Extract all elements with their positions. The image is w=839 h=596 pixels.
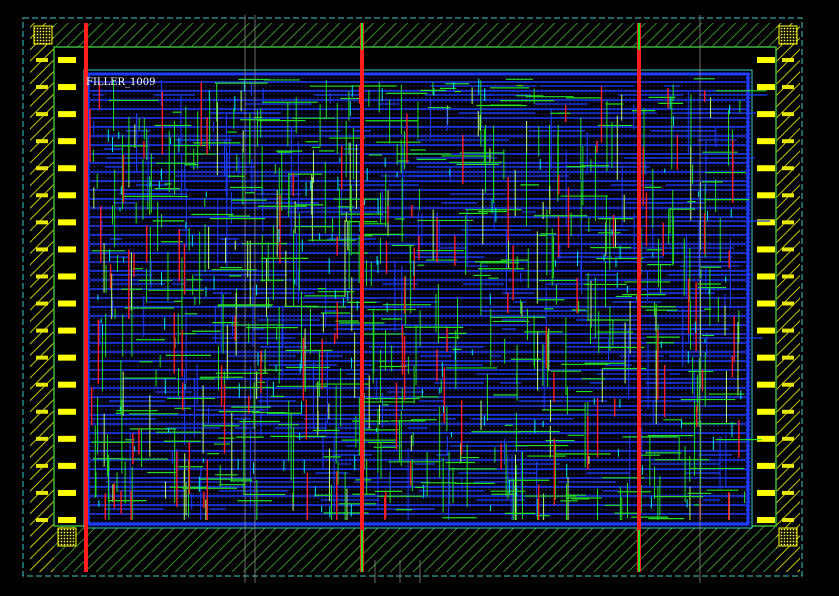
cell-instance-label: FILLER_1009 bbox=[86, 77, 155, 88]
left-pad-column bbox=[36, 57, 76, 523]
io-pad[interactable] bbox=[58, 517, 76, 523]
pad-stub bbox=[782, 409, 794, 414]
pad-stub bbox=[782, 382, 794, 387]
pad-stub bbox=[36, 220, 48, 225]
metal2-horizontal-routing bbox=[91, 78, 767, 520]
pad-stub bbox=[782, 112, 794, 117]
io-pad[interactable] bbox=[757, 517, 775, 523]
pad-stub bbox=[782, 193, 794, 198]
pad-stub bbox=[782, 355, 794, 360]
pad-stub bbox=[782, 463, 794, 468]
io-pad[interactable] bbox=[757, 327, 775, 334]
power-stripe bbox=[637, 23, 641, 572]
power-stripes bbox=[84, 23, 641, 572]
io-pad[interactable] bbox=[757, 57, 775, 63]
io-pad[interactable] bbox=[757, 408, 775, 415]
io-pad[interactable] bbox=[757, 381, 775, 388]
io-pad[interactable] bbox=[58, 354, 76, 361]
io-pad[interactable] bbox=[757, 138, 775, 145]
pad-stub bbox=[36, 193, 48, 198]
pad-stub bbox=[36, 436, 48, 441]
pad-stub bbox=[782, 301, 794, 306]
corner-pads bbox=[33, 25, 798, 547]
io-pad[interactable] bbox=[757, 246, 775, 253]
pad-stub bbox=[782, 58, 794, 62]
io-pad[interactable] bbox=[757, 219, 775, 226]
io-pad[interactable] bbox=[757, 462, 775, 469]
pad-stub bbox=[782, 274, 794, 279]
io-pad[interactable] bbox=[58, 84, 76, 91]
pad-stub bbox=[36, 301, 48, 306]
io-pad[interactable] bbox=[58, 138, 76, 145]
pad-stub bbox=[782, 85, 794, 90]
io-pad[interactable] bbox=[757, 84, 775, 91]
pad-stub bbox=[782, 490, 794, 495]
io-pad[interactable] bbox=[58, 192, 76, 199]
io-pad[interactable] bbox=[58, 273, 76, 280]
pad-stub bbox=[36, 247, 48, 252]
pad-stub bbox=[782, 518, 794, 522]
pad-stub bbox=[36, 85, 48, 90]
io-pad[interactable] bbox=[58, 462, 76, 469]
io-pad[interactable] bbox=[757, 354, 775, 361]
pad-stub bbox=[782, 328, 794, 333]
power-stripe bbox=[360, 23, 364, 572]
pad-stub bbox=[36, 382, 48, 387]
io-pad[interactable] bbox=[757, 111, 775, 118]
pad-stub bbox=[782, 166, 794, 171]
pad-stub bbox=[36, 518, 48, 522]
io-pad[interactable] bbox=[58, 111, 76, 118]
pad-stub bbox=[36, 58, 48, 62]
pad-stub bbox=[36, 409, 48, 414]
io-pad[interactable] bbox=[58, 300, 76, 307]
io-pad[interactable] bbox=[757, 192, 775, 199]
io-pad[interactable] bbox=[757, 489, 775, 496]
io-pad[interactable] bbox=[757, 165, 775, 172]
pad-stub bbox=[36, 274, 48, 279]
io-pad[interactable] bbox=[757, 300, 775, 307]
io-pad[interactable] bbox=[58, 435, 76, 442]
cell-outlines bbox=[244, 15, 701, 583]
pad-stub bbox=[782, 220, 794, 225]
die-boundary bbox=[22, 17, 803, 577]
power-stripe bbox=[84, 23, 88, 572]
io-pad[interactable] bbox=[58, 57, 76, 63]
pad-stub bbox=[36, 112, 48, 117]
pad-stub bbox=[36, 139, 48, 144]
pad-stub bbox=[36, 463, 48, 468]
pad-stub bbox=[782, 139, 794, 144]
io-pad[interactable] bbox=[58, 246, 76, 253]
io-pad[interactable] bbox=[58, 219, 76, 226]
io-pad[interactable] bbox=[58, 381, 76, 388]
io-pad[interactable] bbox=[757, 435, 775, 442]
io-pad[interactable] bbox=[58, 408, 76, 415]
pad-stub bbox=[782, 436, 794, 441]
via-layer bbox=[97, 78, 742, 518]
pad-stub bbox=[782, 247, 794, 252]
io-pad[interactable] bbox=[58, 327, 76, 334]
pad-stub bbox=[36, 355, 48, 360]
metal3-routing bbox=[89, 82, 740, 520]
pad-stub bbox=[36, 166, 48, 171]
io-pad[interactable] bbox=[757, 273, 775, 280]
right-pad-column bbox=[757, 57, 794, 523]
pad-stub bbox=[36, 490, 48, 495]
pad-stub bbox=[36, 328, 48, 333]
io-pad[interactable] bbox=[58, 489, 76, 496]
io-pad[interactable] bbox=[58, 165, 76, 172]
